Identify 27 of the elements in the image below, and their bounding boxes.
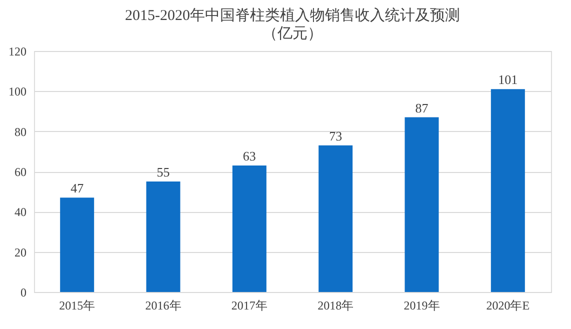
x-tick-label: 2018年 (318, 298, 354, 312)
x-tick-label: 2020年E (486, 298, 530, 312)
bar (60, 198, 94, 292)
data-label: 55 (156, 164, 170, 180)
y-tick-label: 120 (8, 44, 26, 58)
bar (490, 89, 525, 292)
bar (146, 182, 180, 292)
x-tick-label: 2017年 (231, 298, 268, 312)
data-label: 73 (329, 128, 342, 144)
x-tick-label: 2019年 (404, 298, 440, 312)
bar (232, 165, 266, 292)
y-tick-label: 60 (14, 165, 26, 179)
y-tick-label: 100 (8, 84, 26, 99)
y-tick-label: 80 (14, 124, 26, 139)
x-tick-label: 2015年 (59, 298, 96, 312)
y-tick-label: 40 (14, 205, 26, 220)
data-label: 87 (415, 100, 429, 116)
chart-title: 2015-2020年中国脊柱类植入物销售收入统计及预测 (125, 7, 460, 24)
data-label: 101 (498, 72, 518, 88)
y-tick-label: 0 (20, 286, 26, 300)
y-tick-label: 20 (14, 245, 26, 260)
chart-subtitle: （亿元） (262, 26, 322, 42)
bar (404, 117, 439, 292)
data-label: 47 (70, 180, 84, 196)
bar (318, 145, 353, 292)
data-label: 63 (242, 148, 256, 164)
x-tick-label: 2016年 (145, 298, 182, 312)
